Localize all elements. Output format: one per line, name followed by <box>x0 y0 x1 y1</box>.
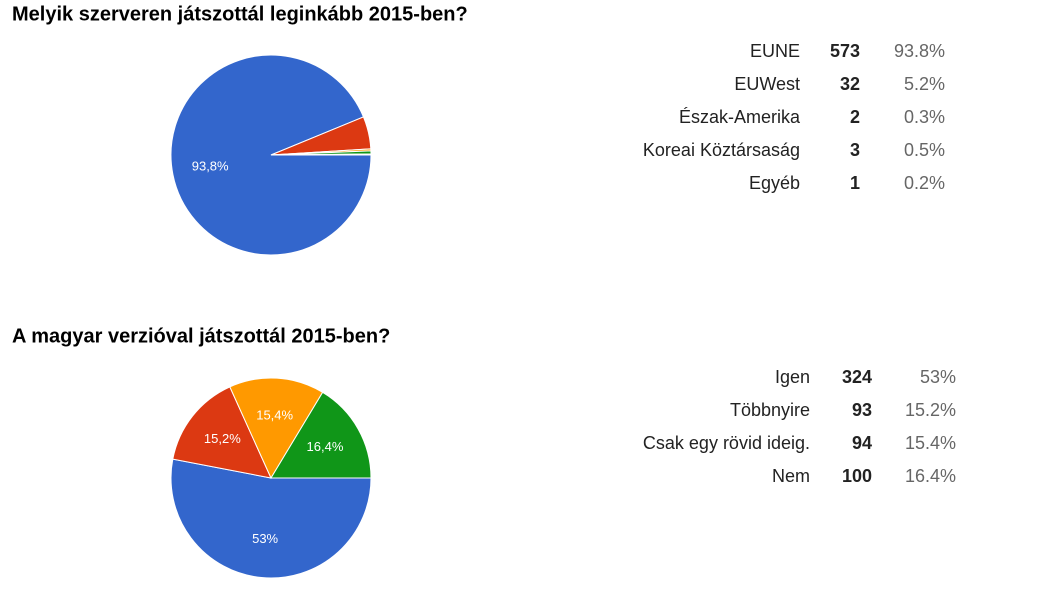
percent: 53% <box>920 367 956 387</box>
slice-label: 16,4% <box>307 439 344 454</box>
count: 93 <box>852 400 872 420</box>
legend-label: Koreai Köztársaság <box>643 140 800 160</box>
pie-slice <box>170 458 372 579</box>
legend-label: Csak egy rövid ideig. <box>643 433 810 453</box>
slice-label: 15,4% <box>256 408 293 423</box>
count: 94 <box>852 433 872 453</box>
percent: 0.5% <box>904 140 945 160</box>
count: 32 <box>840 74 860 94</box>
count: 100 <box>842 466 872 486</box>
chart-title: A magyar verzióval játszottál 2015-ben? <box>12 325 390 347</box>
percent: 16.4% <box>905 466 956 486</box>
legend-label: Igen <box>775 367 810 387</box>
percent: 93.8% <box>894 41 945 61</box>
pie-slice <box>172 386 272 479</box>
percent: 15.2% <box>905 400 956 420</box>
legend-label: EUWest <box>734 74 800 94</box>
slice-label: 53% <box>252 531 278 546</box>
percent: 0.2% <box>904 173 945 193</box>
percent: 5.2% <box>904 74 945 94</box>
percent: 0.3% <box>904 107 945 127</box>
percent: 15.4% <box>905 433 956 453</box>
legend-label: EUNE <box>750 41 800 61</box>
count: 3 <box>850 140 860 160</box>
legend-label: Nem <box>772 466 810 486</box>
count: 1 <box>850 173 860 193</box>
count: 573 <box>830 41 860 61</box>
slice-label: 93,8% <box>192 158 229 173</box>
count: 324 <box>842 367 872 387</box>
pie-slice <box>229 377 324 480</box>
legend-label: Többnyire <box>730 400 810 420</box>
count: 2 <box>850 107 860 127</box>
pie-slice <box>270 391 372 479</box>
legend-label: Egyéb <box>749 173 800 193</box>
slice-label: 15,2% <box>204 431 241 446</box>
chart-title: Melyik szerveren játszottál leginkább 20… <box>12 3 468 25</box>
legend-label: Észak-Amerika <box>679 107 801 127</box>
pie-slice <box>270 153 372 156</box>
